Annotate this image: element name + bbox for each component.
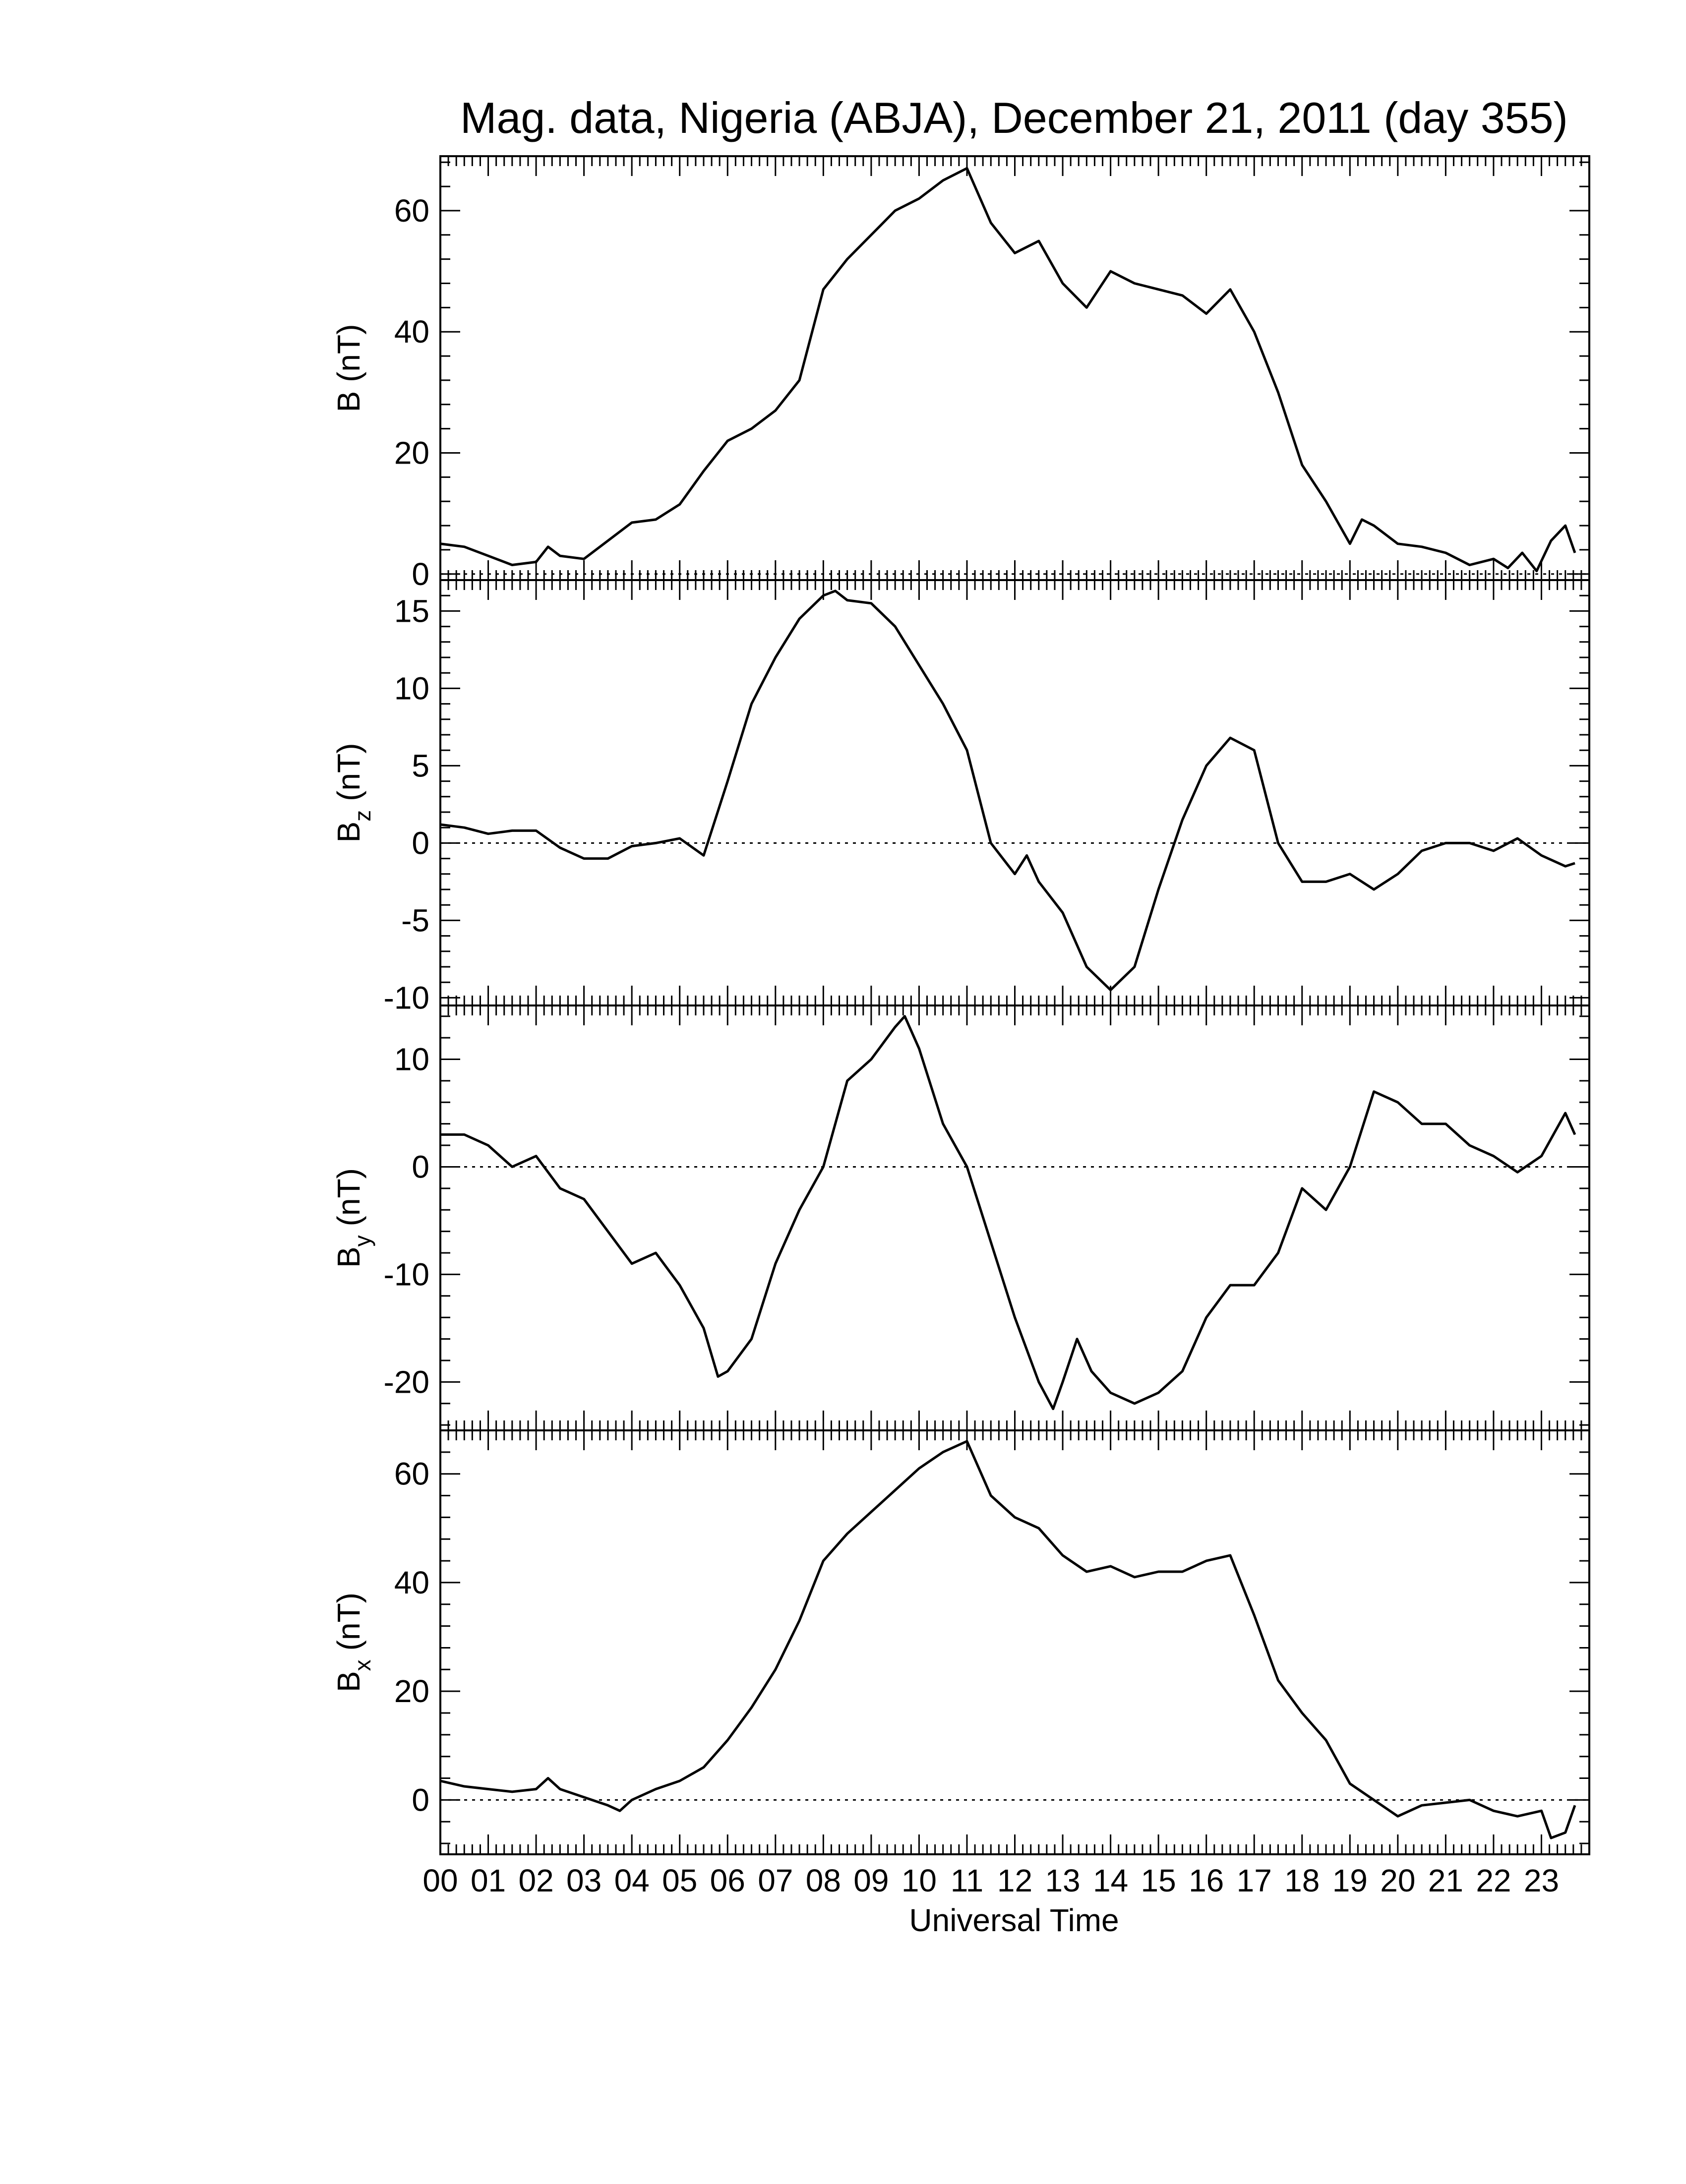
y-tick-label: 40: [394, 314, 429, 350]
y-ticks: [440, 579, 1589, 999]
x-tick-label: 12: [997, 1863, 1032, 1898]
y-tick-label: 40: [394, 1565, 429, 1600]
panel-1: 0 20 40 60 B (nT): [331, 155, 1590, 592]
x-tick-label: 05: [662, 1863, 697, 1898]
x-tick-label: 03: [566, 1863, 602, 1898]
panel-frame: [439, 155, 1590, 581]
y-tick-label: 0: [412, 1782, 429, 1818]
x-tick-label: 22: [1476, 1863, 1511, 1898]
x-tick-label: 06: [710, 1863, 745, 1898]
series-line: [440, 1015, 1576, 1411]
y-axis-label: By(nT): [331, 1168, 375, 1268]
y-ticks: [440, 1429, 1589, 1844]
y-tick-label: 10: [394, 670, 429, 706]
x-tick-label: 01: [471, 1863, 506, 1898]
x-ticks: [439, 156, 1590, 580]
series-line: [440, 1440, 1576, 1839]
x-tick-label: 10: [902, 1863, 937, 1898]
x-tick-label: 19: [1332, 1863, 1368, 1898]
panel-frame: [439, 1004, 1590, 1431]
y-tick-label: 0: [412, 1149, 429, 1184]
y-axis-label: B (nT): [331, 324, 366, 413]
y-tick-label: -5: [401, 902, 429, 938]
y-ticks: [440, 1015, 1589, 1426]
panel-4: 0 20 40 60 Bx(nT): [331, 1429, 1590, 1855]
x-tick-label: 14: [1093, 1863, 1128, 1898]
panel-3: -20 -10 0 10 By(nT): [331, 1004, 1590, 1431]
panel-frame: [439, 1429, 1590, 1855]
y-tick-label: 5: [412, 748, 429, 783]
y-tick-label: 10: [394, 1041, 429, 1077]
y-tick-label: 60: [394, 1456, 429, 1492]
y-tick-label: 60: [394, 193, 429, 229]
series-line: [440, 590, 1575, 992]
x-tick-label: 18: [1284, 1863, 1320, 1898]
x-tick-label: 21: [1428, 1863, 1463, 1898]
y-tick-label: 20: [394, 1673, 429, 1709]
x-ticks: [439, 1005, 1590, 1430]
x-ticks: [439, 1430, 1590, 1854]
y-axis-label: Bz(nT): [331, 743, 375, 843]
x-tick-label: 17: [1237, 1863, 1272, 1898]
chart-title: Mag. data, Nigeria (ABJA), December 21, …: [460, 93, 1568, 142]
y-ticks: [440, 161, 1589, 575]
x-tick-label: 07: [758, 1863, 793, 1898]
series-line: [440, 167, 1576, 573]
y-tick-label: 0: [412, 556, 429, 592]
x-tick-label: 09: [853, 1863, 889, 1898]
panel-frame: [439, 579, 1590, 1006]
panel-2: -10 -5 0 5 10 15 Bz(nT): [331, 579, 1590, 1015]
x-ticks: [439, 580, 1590, 1005]
x-tick-label: 04: [614, 1863, 650, 1898]
y-tick-label: 20: [394, 435, 429, 471]
x-axis-tick-labels: 00 01 02 03 04 05 06 07 08 09 10 11 12 13 14 15 16 17 18 19…: [422, 1863, 1559, 1898]
x-tick-label: 23: [1524, 1863, 1559, 1898]
x-tick-label: 15: [1141, 1863, 1176, 1898]
x-tick-label: 16: [1189, 1863, 1224, 1898]
x-tick-label: 02: [518, 1863, 553, 1898]
chart-panels: 0 20 40 60 B (nT) -10 -5 0 5 10 15 Bz(nT) -20 -10 0 10 B…: [331, 155, 1590, 1855]
x-tick-label: 20: [1380, 1863, 1415, 1898]
x-tick-label: 08: [806, 1863, 841, 1898]
x-tick-label: 13: [1045, 1863, 1080, 1898]
x-tick-label: 00: [422, 1863, 458, 1898]
y-tick-label: 15: [394, 593, 429, 629]
y-tick-label: -10: [384, 1256, 430, 1292]
y-tick-label: 0: [412, 825, 429, 861]
y-tick-label: -10: [384, 980, 430, 1015]
x-tick-label: 11: [951, 1863, 983, 1898]
y-axis-label: Bx(nT): [331, 1593, 375, 1692]
y-tick-label: -20: [384, 1364, 430, 1400]
x-axis-label: Universal Time: [909, 1902, 1119, 1938]
